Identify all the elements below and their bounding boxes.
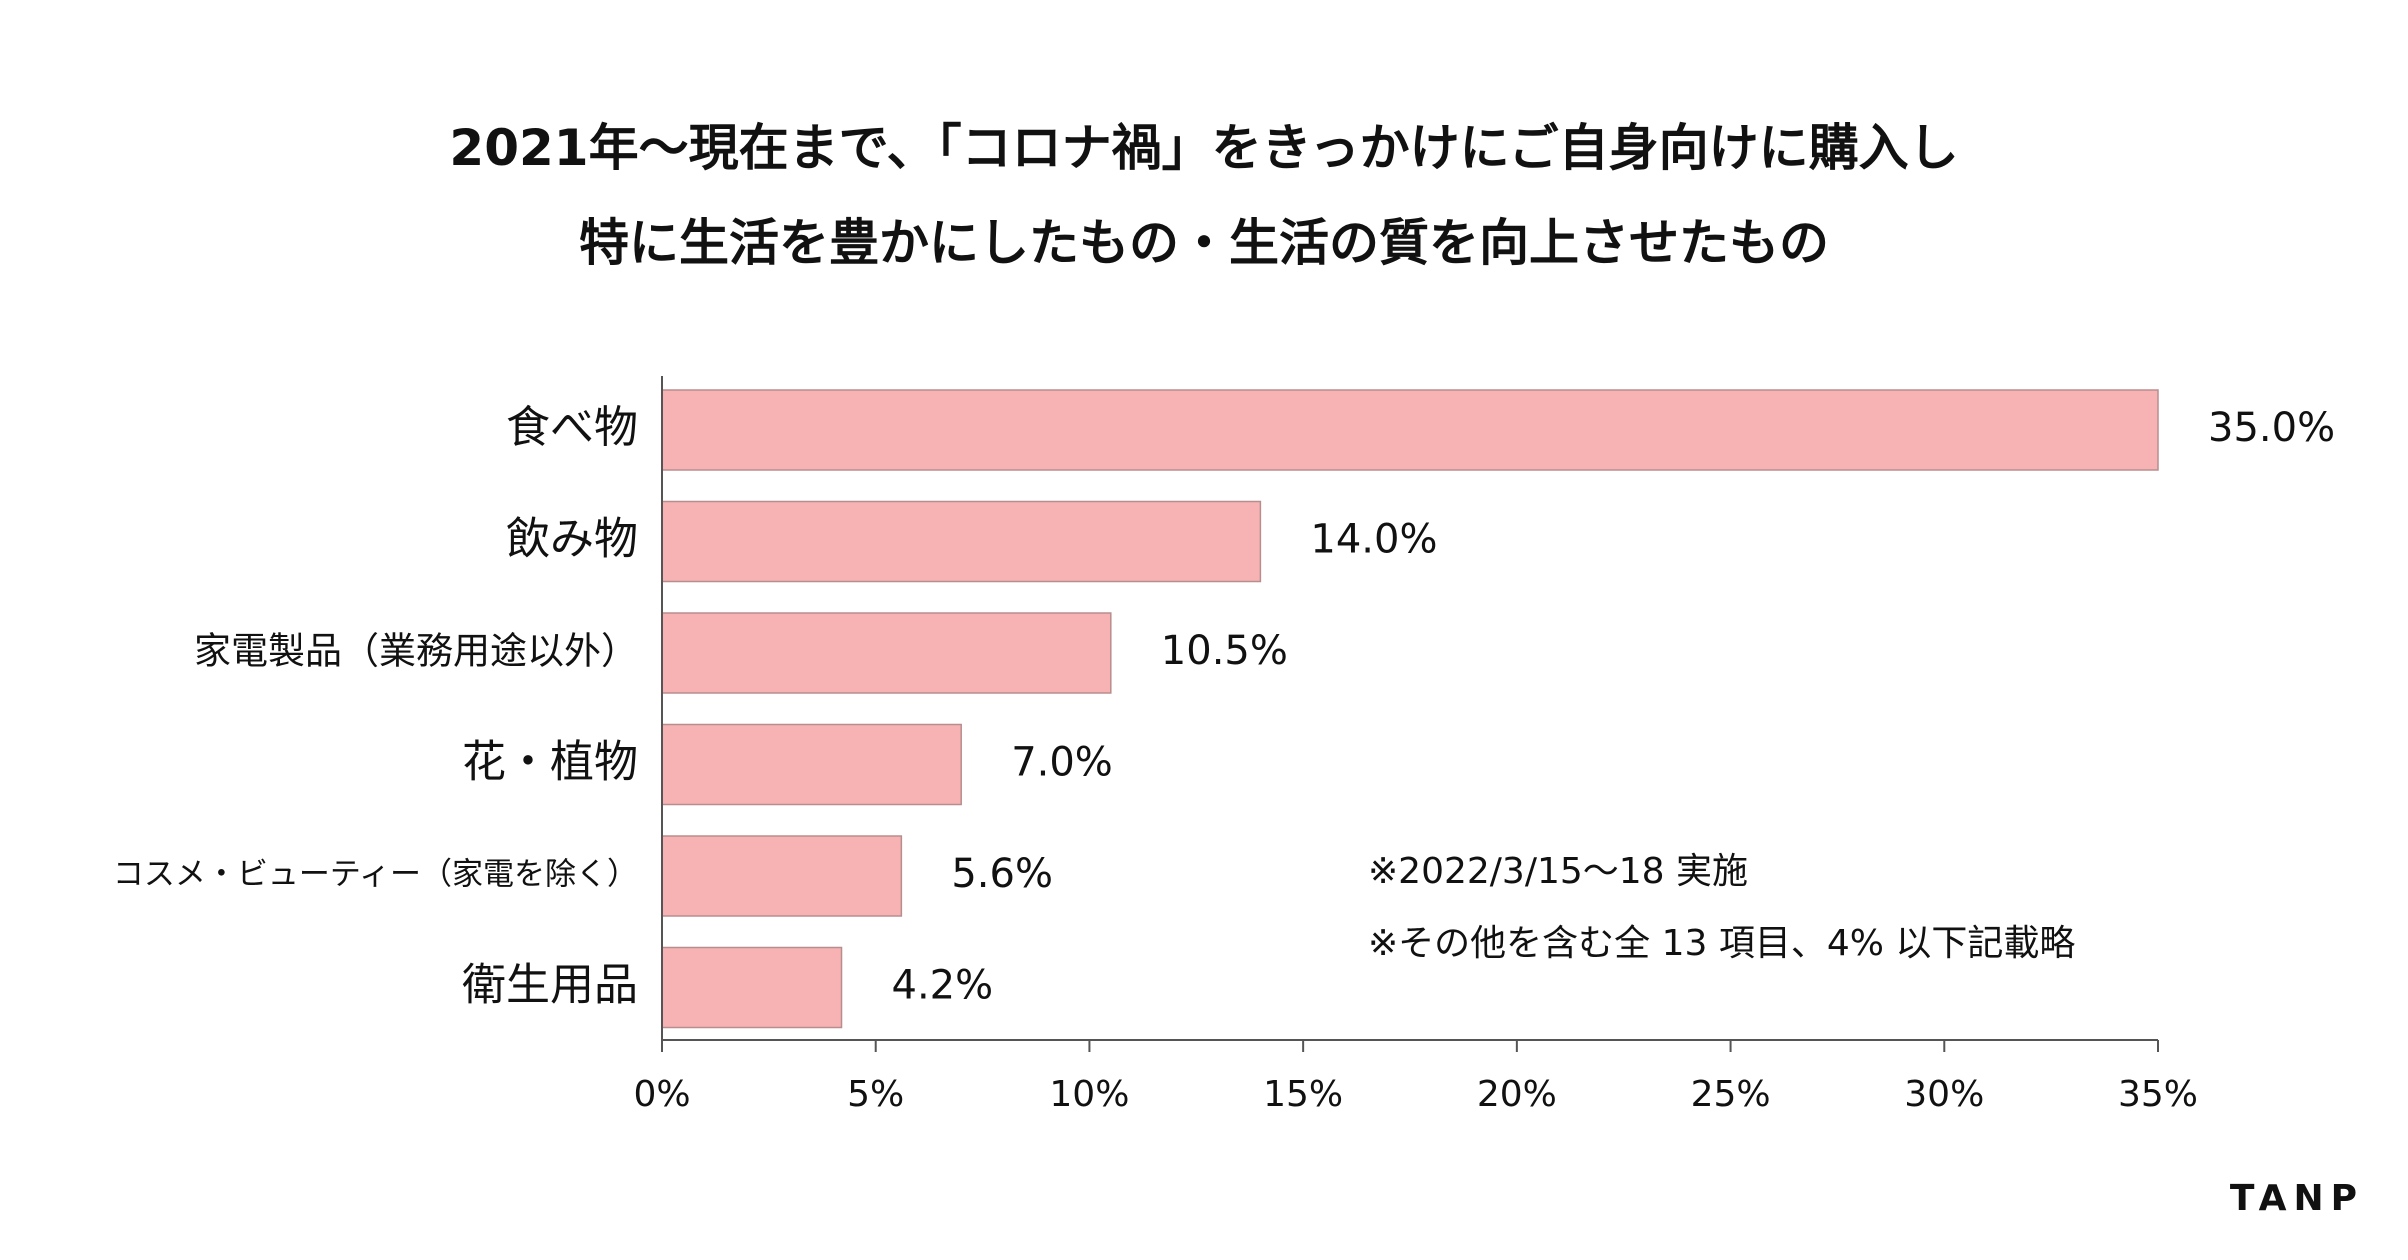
- x-tick-label: 5%: [847, 1074, 904, 1115]
- value-label: 35.0%: [2208, 405, 2335, 451]
- omission-note: ※その他を含む全 13 項目、4% 以下記載略: [1368, 923, 2076, 964]
- chart-title-line-2: 特に生活を豊かにしたもの・生活の質を向上させたもの: [579, 214, 1829, 272]
- x-tick-label: 25%: [1691, 1074, 1771, 1115]
- x-tick-label: 20%: [1477, 1074, 1557, 1115]
- x-tick-label: 35%: [2118, 1074, 2198, 1115]
- brand-logo: TANP: [2229, 1178, 2364, 1219]
- category-label: 花・植物: [462, 737, 638, 788]
- category-label: 衛生用品: [462, 960, 638, 1011]
- value-label: 10.5%: [1161, 628, 1288, 674]
- bar-3: [661, 723, 962, 806]
- x-tick-label: 10%: [1049, 1074, 1129, 1115]
- bar-2: [661, 612, 1112, 694]
- category-label: 食べ物: [506, 402, 638, 453]
- survey-date-note: ※2022/3/15〜18 実施: [1368, 851, 1749, 892]
- value-label: 4.2%: [892, 963, 994, 1009]
- value-label: 7.0%: [1011, 740, 1113, 786]
- value-label: 14.0%: [1310, 517, 1437, 563]
- x-tick-label: 0%: [633, 1074, 690, 1115]
- category-label: コスメ・ビューティー（家電を除く）: [113, 857, 638, 893]
- category-label: 家電製品（業務用途以外）: [194, 630, 638, 673]
- bar-4: [661, 835, 903, 917]
- x-tick-label: 30%: [1904, 1074, 1984, 1115]
- category-label: 飲み物: [506, 514, 638, 565]
- value-label: 5.6%: [951, 851, 1053, 897]
- bar-1: [661, 500, 1262, 583]
- x-tick-label: 15%: [1263, 1074, 1343, 1115]
- chart-title-line-1: 2021年〜現在まで、「コロナ禍」をきっかけにご自身向けに購入し: [449, 119, 1959, 177]
- bar-5: [661, 946, 843, 1029]
- bar-0: [661, 389, 2159, 471]
